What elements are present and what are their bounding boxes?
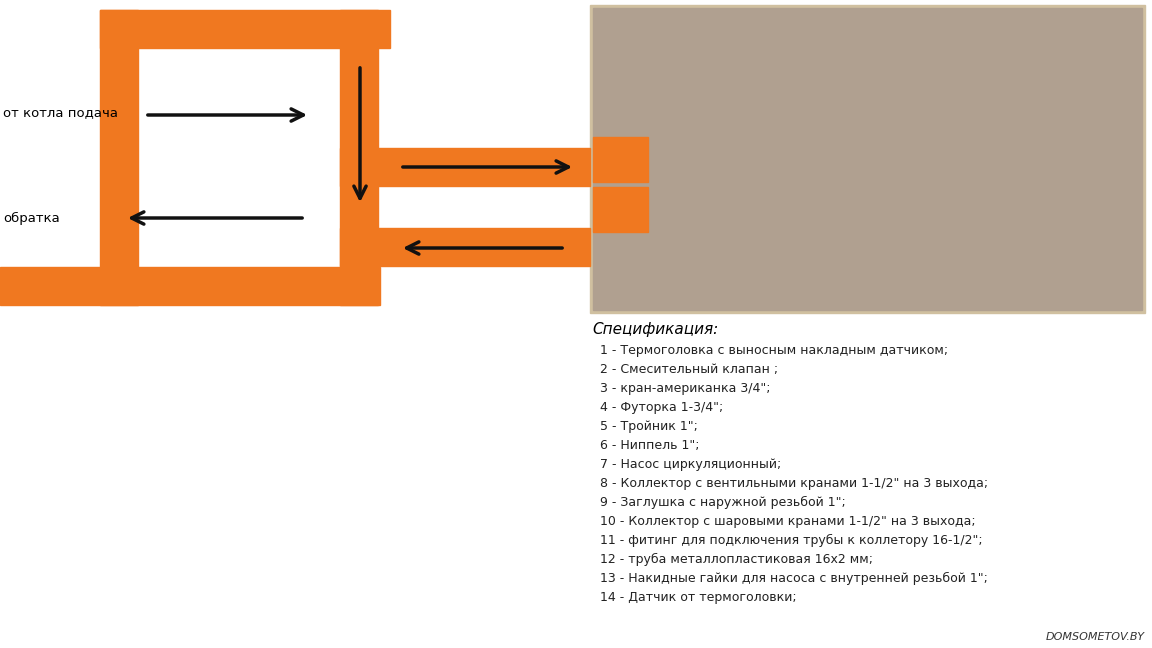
Text: от котла подача: от котла подача — [3, 106, 118, 119]
Bar — [593, 8, 1142, 310]
Bar — [100, 10, 391, 48]
Text: 3 - кран-американка 3/4";: 3 - кран-американка 3/4"; — [600, 382, 771, 395]
Text: Спецификация:: Спецификация: — [592, 322, 718, 337]
Bar — [590, 5, 1145, 313]
Bar — [593, 187, 647, 232]
Bar — [340, 148, 590, 186]
Text: 4 - Футорка 1-3/4";: 4 - Футорка 1-3/4"; — [600, 401, 723, 414]
Bar — [340, 10, 378, 305]
Text: 10 - Коллектор с шаровыми кранами 1-1/2" на 3 выхода;: 10 - Коллектор с шаровыми кранами 1-1/2"… — [600, 515, 976, 528]
Text: 6 - Ниппель 1";: 6 - Ниппель 1"; — [600, 439, 699, 452]
Text: 13 - Накидные гайки для насоса с внутренней резьбой 1";: 13 - Накидные гайки для насоса с внутрен… — [600, 572, 988, 585]
Text: 9 - Заглушка с наружной резьбой 1";: 9 - Заглушка с наружной резьбой 1"; — [600, 496, 846, 509]
Text: обратка: обратка — [3, 211, 60, 225]
Text: 7 - Насос циркуляционный;: 7 - Насос циркуляционный; — [600, 458, 781, 471]
Bar — [340, 228, 590, 266]
Bar — [0, 267, 380, 305]
Text: DOMSOMETOV.BY: DOMSOMETOV.BY — [1046, 632, 1145, 642]
Text: 5 - Тройник 1";: 5 - Тройник 1"; — [600, 420, 698, 433]
Text: 1 - Термоголовка с выносным накладным датчиком;: 1 - Термоголовка с выносным накладным да… — [600, 344, 948, 357]
Text: 11 - фитинг для подключения трубы к коллетору 16-1/2";: 11 - фитинг для подключения трубы к колл… — [600, 534, 983, 547]
Text: 8 - Коллектор с вентильными кранами 1-1/2" на 3 выхода;: 8 - Коллектор с вентильными кранами 1-1/… — [600, 477, 988, 490]
Text: 12 - труба металлопластиковая 16х2 мм;: 12 - труба металлопластиковая 16х2 мм; — [600, 553, 873, 566]
Bar — [100, 10, 138, 305]
Text: 2 - Смесительный клапан ;: 2 - Смесительный клапан ; — [600, 363, 778, 376]
Bar — [593, 137, 647, 182]
Text: 14 - Датчик от термоголовки;: 14 - Датчик от термоголовки; — [600, 591, 797, 604]
